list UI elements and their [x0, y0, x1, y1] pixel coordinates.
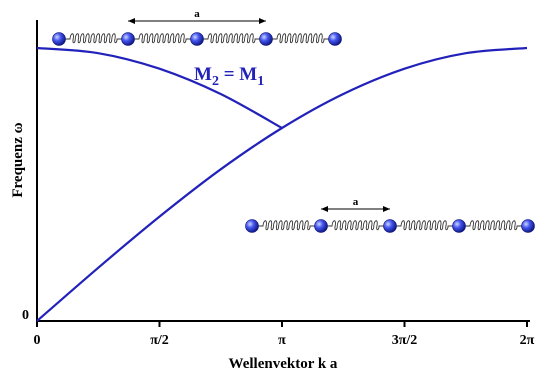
- lattice-constant-label: a: [353, 196, 359, 208]
- mass-ratio-annotation: M2 = M1: [194, 64, 264, 89]
- atom: [452, 219, 466, 233]
- y-tick-label: 0: [22, 308, 29, 323]
- spring: [65, 33, 122, 44]
- spring: [203, 33, 260, 44]
- arrow-head-right: [383, 206, 390, 212]
- x-tick-label: 0: [34, 333, 41, 348]
- x-tick-label: 2π: [520, 333, 535, 348]
- atom-chain-inset-middle: a: [245, 196, 535, 233]
- x-tick-label: 3π/2: [392, 333, 418, 348]
- spring: [396, 220, 453, 231]
- arrow-head-right: [259, 18, 266, 24]
- atom-chain-inset-top: a: [52, 8, 342, 46]
- axes: 0 π/2 π 3π/2 2π 0: [22, 20, 535, 348]
- spring: [258, 220, 315, 231]
- atom: [121, 32, 135, 46]
- atom: [259, 32, 273, 46]
- spring: [327, 220, 384, 231]
- x-axis-label: Wellenvektor k a: [229, 356, 338, 372]
- mass-ratio-label: M2 = M1: [194, 64, 264, 89]
- dispersion-curves: [36, 46, 528, 322]
- arrow-head-left: [321, 206, 328, 212]
- atom: [521, 219, 535, 233]
- atom: [52, 32, 66, 46]
- axis-labels: Wellenvektor k a Frequenz ω: [10, 122, 338, 372]
- lattice-constant-label: a: [194, 8, 200, 20]
- atom: [190, 32, 204, 46]
- spring: [272, 33, 329, 44]
- dispersion-branch-1: [36, 46, 283, 129]
- atom: [383, 219, 397, 233]
- atom: [245, 219, 259, 233]
- x-tick-label: π: [278, 333, 286, 348]
- spring: [134, 33, 191, 44]
- atom: [314, 219, 328, 233]
- y-axis-label: Frequenz ω: [10, 122, 26, 197]
- arrow-head-left: [128, 18, 135, 24]
- dispersion-branch-2: [36, 46, 528, 322]
- x-tick-label: π/2: [150, 333, 169, 348]
- spring: [465, 220, 522, 231]
- atom: [328, 32, 342, 46]
